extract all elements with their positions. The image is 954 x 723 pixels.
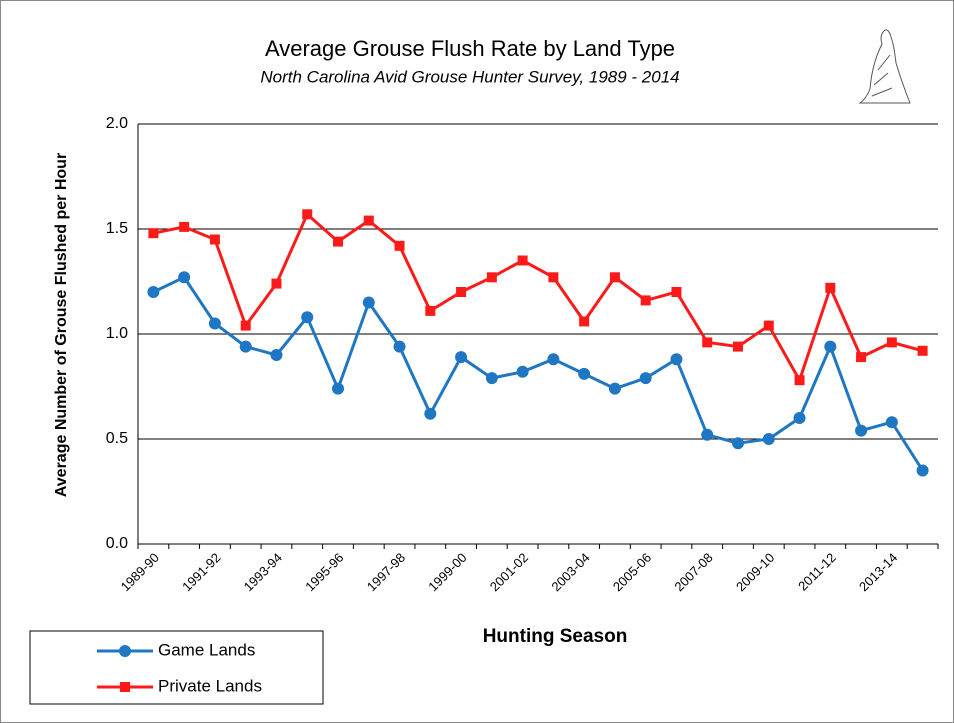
data-point bbox=[916, 464, 929, 477]
data-point bbox=[609, 272, 620, 283]
data-point bbox=[579, 316, 590, 327]
data-point bbox=[794, 375, 805, 386]
data-point bbox=[763, 320, 774, 331]
data-point bbox=[425, 305, 436, 316]
data-point bbox=[302, 209, 313, 220]
data-point bbox=[578, 367, 591, 380]
data-point bbox=[270, 349, 283, 361]
data-point bbox=[608, 382, 621, 395]
data-point bbox=[363, 215, 374, 226]
data-point bbox=[733, 341, 743, 352]
data-point bbox=[333, 236, 343, 247]
legend-marker bbox=[120, 682, 130, 692]
data-point bbox=[148, 228, 159, 239]
chart-title: Average Grouse Flush Rate by Land Type bbox=[265, 36, 675, 61]
data-point bbox=[517, 255, 528, 266]
y-tick-label: 0.5 bbox=[106, 430, 128, 447]
y-tick-label: 1.5 bbox=[106, 220, 128, 237]
data-point bbox=[362, 296, 375, 309]
data-point bbox=[917, 345, 928, 356]
data-point bbox=[639, 372, 652, 385]
data-point bbox=[670, 353, 683, 366]
data-point bbox=[393, 340, 406, 353]
data-point bbox=[301, 311, 314, 324]
data-point bbox=[485, 372, 498, 385]
data-point bbox=[394, 240, 405, 251]
y-tick-label: 0.0 bbox=[106, 535, 128, 552]
data-point bbox=[424, 407, 437, 420]
data-point bbox=[516, 365, 529, 378]
grouse-icon bbox=[858, 29, 911, 104]
data-point bbox=[239, 340, 252, 353]
data-point bbox=[547, 353, 560, 366]
y-tick-label: 2.0 bbox=[106, 115, 128, 132]
legend-marker bbox=[119, 645, 131, 657]
data-point bbox=[671, 287, 682, 297]
legend-label: Private Lands bbox=[158, 676, 262, 695]
data-point bbox=[208, 317, 221, 330]
data-point bbox=[762, 433, 775, 445]
data-point bbox=[548, 272, 559, 283]
data-point bbox=[732, 437, 744, 450]
data-point bbox=[271, 278, 282, 289]
series-line bbox=[152, 275, 924, 472]
data-point bbox=[455, 351, 468, 364]
y-tick-label: 1.0 bbox=[106, 325, 128, 342]
data-point bbox=[701, 428, 714, 441]
data-point bbox=[855, 424, 868, 437]
data-point bbox=[885, 416, 898, 429]
data-point bbox=[456, 287, 467, 297]
data-point bbox=[824, 340, 837, 353]
data-point bbox=[886, 337, 897, 348]
data-point bbox=[793, 412, 806, 424]
data-point bbox=[332, 382, 344, 395]
data-point bbox=[147, 286, 160, 298]
data-point bbox=[825, 282, 836, 293]
data-point bbox=[240, 320, 251, 331]
series-line bbox=[153, 211, 924, 384]
data-point bbox=[179, 221, 190, 232]
legend-box bbox=[29, 630, 324, 705]
data-point bbox=[856, 352, 867, 363]
data-point bbox=[486, 272, 497, 283]
data-point bbox=[209, 234, 220, 245]
data-point bbox=[640, 295, 651, 306]
chart-subtitle: North Carolina Avid Grouse Hunter Survey… bbox=[260, 67, 679, 86]
legend-label: Game Lands bbox=[158, 640, 255, 659]
data-point bbox=[702, 337, 713, 348]
data-point bbox=[178, 271, 191, 284]
x-axis-label: Hunting Season bbox=[483, 626, 628, 647]
y-axis-label: Average Number of Grouse Flushed per Hou… bbox=[53, 153, 70, 497]
